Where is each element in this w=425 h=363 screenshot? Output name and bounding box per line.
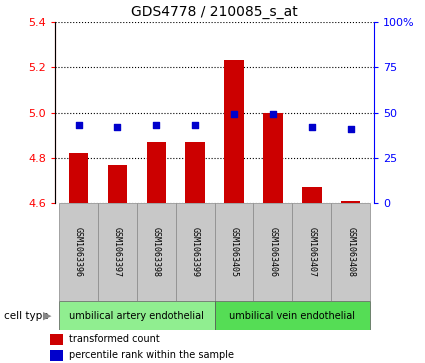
Bar — [215, 301, 370, 330]
Point — [153, 122, 160, 128]
Point — [192, 122, 198, 128]
Bar — [331, 203, 370, 301]
Text: GSM1063396: GSM1063396 — [74, 227, 83, 277]
Point — [114, 124, 121, 130]
Bar — [108, 165, 127, 203]
Text: GSM1063406: GSM1063406 — [269, 227, 278, 277]
Bar — [253, 203, 292, 301]
Point — [75, 122, 82, 128]
Bar — [137, 203, 176, 301]
Bar — [98, 203, 137, 301]
Bar — [69, 153, 88, 203]
Bar — [263, 113, 283, 203]
Bar — [176, 203, 215, 301]
Bar — [59, 301, 215, 330]
Text: GSM1063398: GSM1063398 — [152, 227, 161, 277]
Text: GSM1063407: GSM1063407 — [307, 227, 316, 277]
Text: umbilical artery endothelial: umbilical artery endothelial — [69, 311, 204, 321]
Bar — [292, 203, 331, 301]
Bar — [50, 350, 63, 362]
Text: umbilical vein endothelial: umbilical vein endothelial — [230, 311, 355, 321]
Point — [231, 111, 238, 117]
Bar — [302, 187, 322, 203]
Point — [347, 126, 354, 132]
Bar — [185, 142, 205, 203]
Point — [269, 111, 276, 117]
Point — [309, 124, 315, 130]
Text: cell type: cell type — [4, 311, 49, 321]
Bar — [341, 201, 360, 203]
Text: transformed count: transformed count — [69, 334, 159, 344]
Bar — [59, 203, 98, 301]
Bar — [224, 60, 244, 203]
Text: percentile rank within the sample: percentile rank within the sample — [69, 351, 234, 360]
Bar — [215, 203, 253, 301]
Text: ▶: ▶ — [42, 311, 51, 321]
Title: GDS4778 / 210085_s_at: GDS4778 / 210085_s_at — [131, 5, 298, 19]
Bar — [50, 334, 63, 345]
Bar — [147, 142, 166, 203]
Text: GSM1063399: GSM1063399 — [191, 227, 200, 277]
Text: GSM1063408: GSM1063408 — [346, 227, 355, 277]
Text: GSM1063397: GSM1063397 — [113, 227, 122, 277]
Text: GSM1063405: GSM1063405 — [230, 227, 238, 277]
